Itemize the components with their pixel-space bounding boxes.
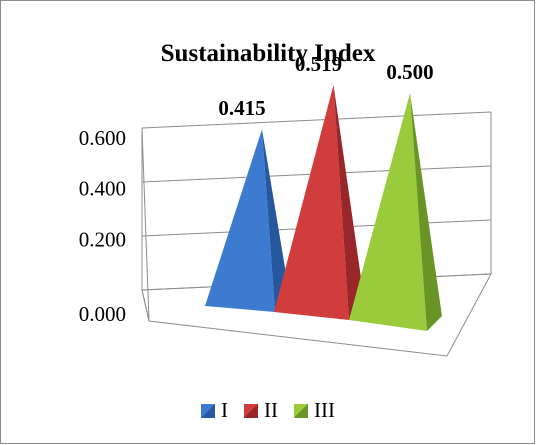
chart-title: Sustainability Index xyxy=(160,40,376,67)
pyramid-III xyxy=(349,93,442,331)
legend-label: I xyxy=(221,398,228,422)
pyramid-II xyxy=(274,84,365,321)
pyramid-I xyxy=(205,129,290,312)
pyramid-front-face xyxy=(274,84,349,321)
y-tick-label: 0.200 xyxy=(79,227,126,251)
legend-label: II xyxy=(264,398,278,422)
pyramid-front-face xyxy=(205,129,275,312)
legend-swatch xyxy=(201,403,215,418)
pyramid-side-face xyxy=(410,93,442,331)
y-axis-tick-labels: 0.000 0.200 0.400 0.600 xyxy=(79,126,126,326)
pyramid-bars xyxy=(205,84,442,331)
legend-item-I: I xyxy=(201,398,228,423)
data-label-III: 0.500 xyxy=(386,60,433,84)
gridline xyxy=(141,111,492,129)
y-tick-label: 0.000 xyxy=(79,302,126,326)
legend-swatch xyxy=(244,403,258,418)
data-label-I: 0.415 xyxy=(218,96,265,120)
data-labels: 0.415 0.519 0.500 xyxy=(218,52,433,120)
side-wall xyxy=(141,127,150,322)
pyramid-side-face xyxy=(262,129,290,312)
pyramid-front-face xyxy=(349,93,427,331)
legend-label: III xyxy=(314,398,335,422)
data-label-II: 0.519 xyxy=(295,52,342,76)
y-tick-label: 0.400 xyxy=(79,177,126,201)
y-tick-label: 0.600 xyxy=(79,126,126,150)
legend-item-III: III xyxy=(294,398,335,423)
legend: I II III xyxy=(0,398,536,423)
legend-swatch xyxy=(294,403,308,418)
legend-item-II: II xyxy=(244,398,278,423)
pyramid-side-face xyxy=(333,84,365,321)
